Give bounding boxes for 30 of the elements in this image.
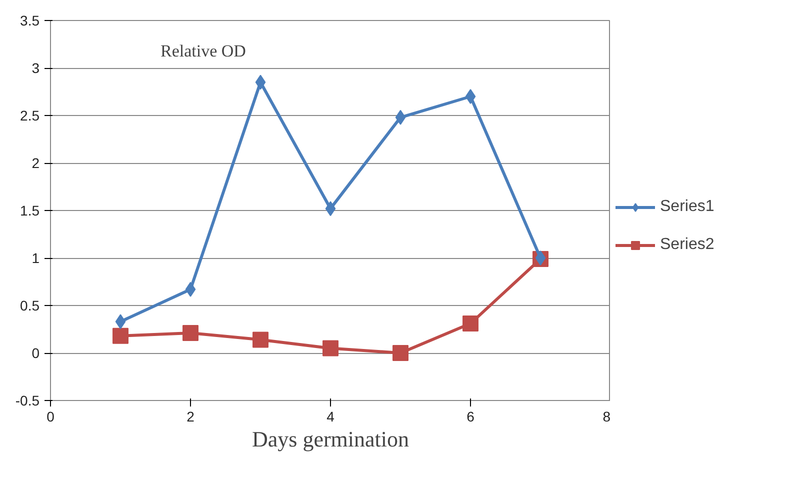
y-tick-label: 2.5 — [20, 108, 40, 124]
point — [115, 314, 126, 330]
text: Relative OD — [160, 42, 246, 60]
point — [252, 332, 268, 348]
x-tick-label: 0 — [46, 408, 55, 424]
point — [462, 316, 478, 332]
legend-label: Series2 — [660, 236, 714, 254]
point — [392, 345, 408, 361]
y-tick-label: -0.5 — [15, 392, 40, 408]
y-tick-label: 3.5 — [20, 12, 40, 28]
x-axis-title: Days germination — [252, 426, 410, 452]
point — [185, 282, 196, 297]
y-tick-label: 1 — [32, 250, 40, 266]
y-tick-label: 0.5 — [20, 298, 40, 314]
point — [255, 74, 266, 90]
point — [465, 89, 476, 104]
point — [325, 201, 336, 216]
y-tick-label: 3 — [32, 60, 40, 76]
point — [112, 328, 128, 344]
y-tick-label: 0 — [32, 345, 40, 361]
legend-label: Series1 — [660, 198, 714, 216]
point — [182, 325, 198, 342]
x-tick-label: 4 — [326, 408, 335, 424]
y-tick-label: 1.5 — [20, 202, 40, 218]
x-tick-label: 2 — [186, 408, 195, 424]
point — [322, 340, 338, 356]
x-tick-label: 6 — [466, 408, 475, 424]
x-tick-label: 8 — [602, 408, 611, 424]
point — [395, 110, 406, 125]
y-tick-label: 2 — [32, 155, 40, 171]
